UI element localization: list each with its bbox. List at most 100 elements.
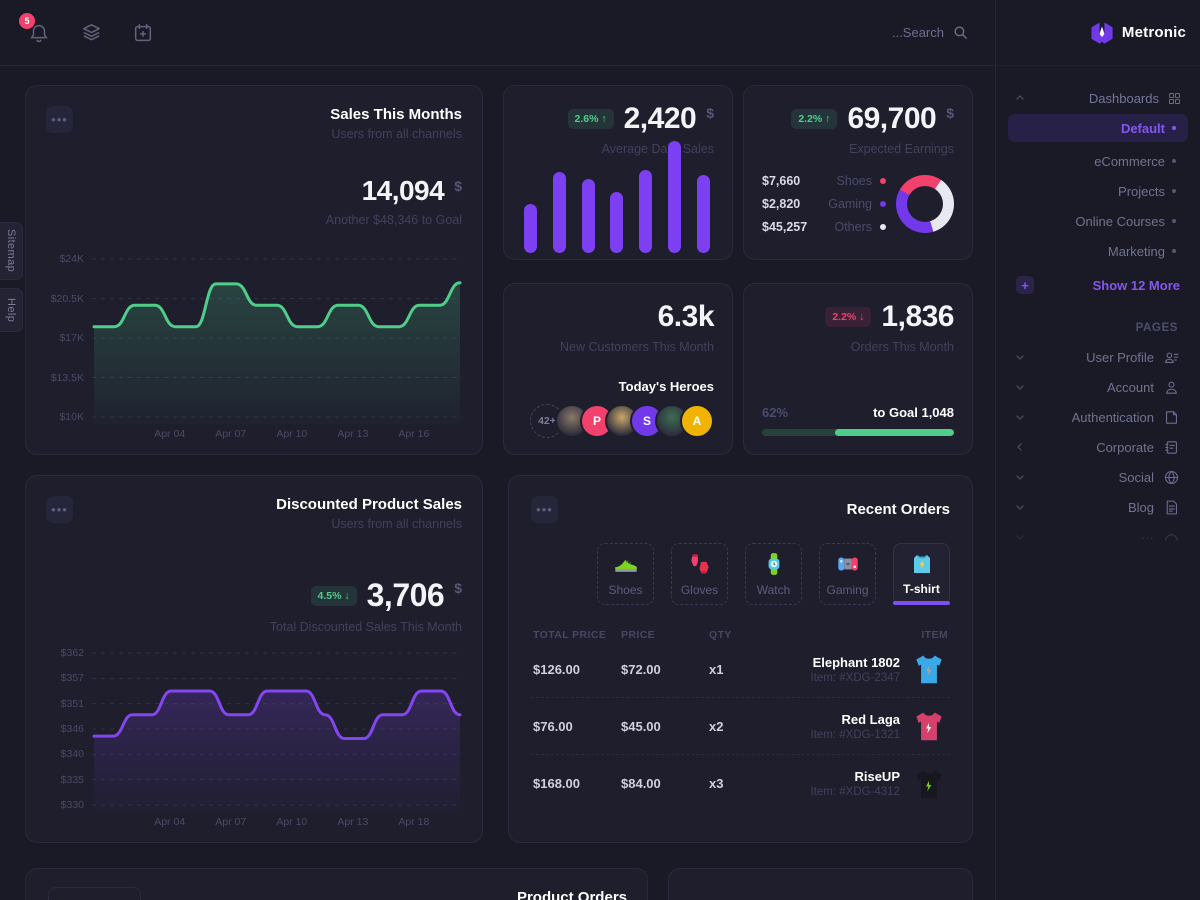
tab-t-shirt[interactable]: T-shirt xyxy=(893,543,950,605)
bar xyxy=(581,178,595,253)
avg-daily-badge: 2.6% ↑ xyxy=(567,109,614,129)
sidebar: Metronic Dashboards Default eCommerce Proje… xyxy=(995,0,1200,900)
cell-item: Elephant 1802 Item: #XDG-2347 xyxy=(773,650,948,688)
sidebar-item-account[interactable]: Account xyxy=(1008,372,1188,402)
sidebar-item-label: Marketing xyxy=(1107,243,1165,259)
notification-badge: 5 xyxy=(19,12,35,29)
card-expected-earnings: 2.2% ↑ 69,700 $ Expected Earnings $7,660… xyxy=(743,85,973,260)
discounted-card-subtitle: Users from all channels xyxy=(331,517,462,531)
discounted-card-title: Discounted Product Sales xyxy=(276,496,462,513)
tab-gloves[interactable]: Gloves xyxy=(671,543,728,605)
sidebar-item-label: Account xyxy=(1107,379,1154,395)
sales-more-button[interactable]: ••• xyxy=(46,106,73,133)
legend-name: Others xyxy=(834,220,872,234)
dashboards-header-label: Dashboards xyxy=(1088,90,1159,106)
sidebar-item-online-courses[interactable]: Online Courses xyxy=(1008,206,1188,236)
y-axis-tick: $13.5K xyxy=(50,371,84,384)
apps-button[interactable] xyxy=(78,20,104,46)
user-icon xyxy=(1163,379,1180,396)
cell-price: $84.00 xyxy=(621,776,661,791)
recent-orders-more-button[interactable]: ••• xyxy=(531,496,558,523)
notifications-button[interactable]: 5 xyxy=(19,12,52,46)
show-more-button[interactable]: + Show 12 More xyxy=(1008,270,1188,300)
y-axis-tick: $362 xyxy=(60,647,84,659)
plus-icon: + xyxy=(1016,276,1034,294)
search-button[interactable]: ...Search xyxy=(892,24,969,41)
watch-icon xyxy=(761,551,787,577)
tab-label: Watch xyxy=(756,583,791,597)
sidebar-item-projects[interactable]: Projects xyxy=(1008,176,1188,206)
sidebar-item-user-profile[interactable]: User Profile xyxy=(1008,342,1188,372)
cell-item: Red Laga Item: #XDG-1321 xyxy=(773,707,948,745)
y-axis-tick: $335 xyxy=(60,773,84,786)
y-axis-tick: $20.5K xyxy=(50,292,84,305)
sidebar-item-social[interactable]: Social xyxy=(1008,462,1188,492)
brand-logo[interactable]: Metronic xyxy=(996,0,1200,66)
sidebar-item-label: Online Courses xyxy=(1075,213,1165,229)
x-axis-tick: Apr 10 xyxy=(276,816,308,828)
pages-section-label: PAGES xyxy=(1135,322,1178,334)
sidebar-item-partial[interactable]: ··· xyxy=(1008,522,1188,552)
legend-amount: $45,257 xyxy=(762,220,808,234)
sidebar-item-authentication[interactable]: Authentication xyxy=(1008,402,1188,432)
legend-name: Shoes xyxy=(836,174,872,188)
bell-icon xyxy=(28,22,50,44)
avatar-a[interactable]: A xyxy=(680,404,714,438)
table-row-red-laga[interactable]: $76.00 $45.00 x2 Red Laga Item: #XDG-1321 xyxy=(531,698,950,755)
sidebar-item-label: Corporate xyxy=(1096,439,1154,455)
sidebar-item-label: Authentication xyxy=(1071,409,1154,425)
customers-value: 6.3k xyxy=(657,300,715,333)
recent-orders-tabs: Shoes Gloves Watch Gaming T-shirt xyxy=(531,543,950,605)
legend-amount: $2,820 xyxy=(762,197,801,211)
sidebar-item-marketing[interactable]: Marketing xyxy=(1008,236,1188,266)
bar xyxy=(524,203,537,253)
earnings-donut-chart xyxy=(896,175,954,233)
orders-progress-percent: 62% xyxy=(762,405,789,420)
y-axis-tick: $10K xyxy=(59,411,84,423)
earnings-badge: 2.2% ↑ xyxy=(791,109,838,129)
item-info: RiseUP Item: #XDG-4312 xyxy=(811,769,900,798)
layers-icon xyxy=(80,21,103,44)
table-row-elephant-1802[interactable]: $126.00 $72.00 x1 Elephant 1802 Item: #XDG-2… xyxy=(531,641,950,698)
sidebar-item-default[interactable]: Default xyxy=(1008,114,1188,142)
tab-watch[interactable]: Watch xyxy=(745,543,802,605)
chevron-down-icon xyxy=(1014,471,1030,483)
recent-orders-table-header: TOTAL PRICE PRICE QTY ITEM xyxy=(531,629,950,641)
sidebar-item-blog[interactable]: Blog xyxy=(1008,492,1188,522)
sidebar-item-label: ··· xyxy=(1141,529,1154,545)
heroes-label: Today's Heroes xyxy=(618,379,714,394)
sidebar-item-label: eCommerce xyxy=(1094,153,1165,169)
x-axis-tick: Apr 13 xyxy=(337,428,369,440)
sidebar-item-label: Projects xyxy=(1118,183,1165,199)
legend-name: Gaming xyxy=(828,197,872,211)
sidebar-item-corporate[interactable]: Corporate xyxy=(1008,432,1188,462)
cell-qty: x2 xyxy=(709,718,724,734)
orders-value: 1,836 xyxy=(881,300,954,333)
card-discounted-product-sales: ••• Discounted Product Sales Users from … xyxy=(25,475,483,843)
cell-total-price: $168.00 xyxy=(533,776,580,791)
item-name: RiseUP xyxy=(854,769,900,784)
sidebar-section-dashboards-header[interactable]: Dashboards xyxy=(1008,86,1188,110)
grid-icon xyxy=(1167,91,1182,106)
product-orders-filter-button[interactable] xyxy=(48,887,141,900)
sitemap-edge-tab[interactable]: Sitemap xyxy=(0,222,23,280)
table-row-riseup[interactable]: $168.00 $84.00 x3 RiseUP Item: #XDG-4312 xyxy=(531,755,950,812)
chevron-left-icon xyxy=(1014,441,1030,453)
discounted-value: 3,706 xyxy=(366,577,445,613)
orders-goal-label: to Goal 1,048 xyxy=(873,405,954,420)
calendar-button[interactable] xyxy=(130,20,156,46)
user-card-icon xyxy=(1163,349,1180,366)
bullet-icon xyxy=(1172,249,1176,253)
brand-name: Metronic xyxy=(1121,24,1186,41)
bullet-icon xyxy=(1172,159,1176,163)
y-axis-tick: $357 xyxy=(60,672,84,685)
help-edge-tab[interactable]: Help xyxy=(0,288,23,332)
legend-row-others: $45,257 Others xyxy=(762,220,886,234)
main-content: ••• Sales This Months Users from all cha… xyxy=(0,66,995,900)
discounted-more-button[interactable]: ••• xyxy=(46,496,73,523)
sidebar-item-ecommerce[interactable]: eCommerce xyxy=(1008,146,1188,176)
x-axis-tick: Apr 07 xyxy=(215,428,247,440)
item-info: Red Laga Item: #XDG-1321 xyxy=(811,712,900,741)
tab-shoes[interactable]: Shoes xyxy=(597,543,654,605)
tab-gaming[interactable]: Gaming xyxy=(819,543,876,605)
